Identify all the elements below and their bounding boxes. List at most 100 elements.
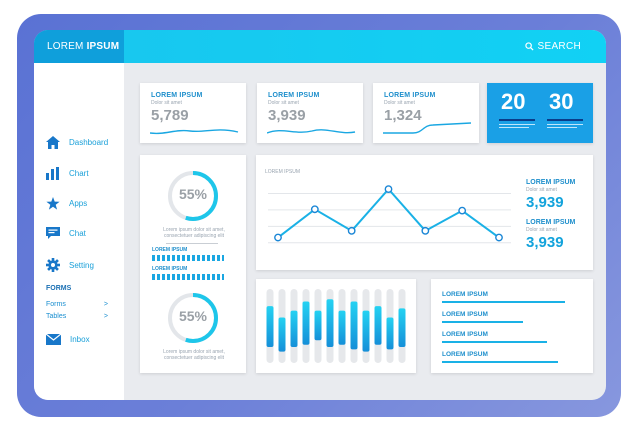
gauge-value: 55% <box>178 308 208 324</box>
line-chart <box>268 185 511 244</box>
forms-heading: FORMS <box>46 285 72 292</box>
highlight-bar <box>499 119 535 121</box>
progress-bar <box>442 361 559 363</box>
bar[interactable] <box>350 301 358 350</box>
bar-label: LOREM IPSUM <box>152 266 188 272</box>
bar[interactable] <box>374 306 382 345</box>
bar-chart-icon <box>46 167 59 180</box>
bar[interactable] <box>278 317 286 352</box>
segment-bar <box>152 274 224 280</box>
search-button[interactable]: SEARCH <box>524 30 581 63</box>
stat-value: 3,939 <box>526 234 564 251</box>
highlight-card[interactable]: 20 30 <box>487 83 593 143</box>
sidebar-item-chart[interactable]: Chart <box>46 167 89 180</box>
highlight-bar <box>547 119 583 121</box>
sidebar-item-label: Apps <box>69 199 88 208</box>
gauge-caption: Lorem ipsum dolor sit amet, consectetuer… <box>163 227 225 239</box>
sidebar-item-label: Chart <box>69 169 89 178</box>
sidebar-item-label: Chat <box>69 229 86 238</box>
progress-list-card: LOREM IPSUM LOREM IPSUM LOREM IPSUM LOREM I… <box>431 279 593 373</box>
sidebar-item-apps[interactable]: Apps <box>46 197 87 210</box>
progress-label: LOREM IPSUM <box>442 291 488 298</box>
card-title: LOREM IPSUM <box>268 92 320 99</box>
sparkline <box>150 129 239 135</box>
bar[interactable] <box>398 308 406 348</box>
brand-prefix: LOREM <box>47 41 84 52</box>
progress-bar <box>442 341 547 343</box>
bar[interactable] <box>338 310 346 345</box>
search-label: SEARCH <box>537 41 581 52</box>
sidebar: Dashboard Chart Apps Chat <box>34 63 124 400</box>
series-line <box>277 187 500 239</box>
sidebar-subitem-tables[interactable]: Tables > <box>46 313 108 320</box>
bar[interactable] <box>362 310 370 352</box>
card-value: 5,789 <box>151 107 189 124</box>
stat-card[interactable]: LOREM IPSUM Dolor sit amet 3,939 <box>257 83 363 143</box>
progress-ring <box>168 171 218 221</box>
sidebar-item-inbox[interactable]: Inbox <box>46 334 90 345</box>
bar-chart-card <box>256 279 416 373</box>
card-value: 3,939 <box>268 107 306 124</box>
chevron-right-icon: > <box>103 301 108 308</box>
bar[interactable] <box>290 310 298 348</box>
chevron-right-icon: > <box>103 313 108 320</box>
card-subtitle: Dolor sit amet <box>151 100 182 106</box>
data-point[interactable] <box>421 226 430 235</box>
highlight-number: 30 <box>549 89 574 114</box>
bar[interactable] <box>314 310 322 341</box>
highlight-number: 20 <box>501 89 526 114</box>
line-chart-card: LOREM IPSUM LOREM IPSUM Dolor sit amet 3… <box>256 155 593 270</box>
top-bar: LOREM IPSUM SEARCH <box>34 30 606 63</box>
progress-label: LOREM IPSUM <box>442 351 488 358</box>
sidebar-item-label: Setting <box>69 260 94 270</box>
card-title: LOREM IPSUM <box>384 92 436 99</box>
card-title: LOREM IPSUM <box>151 92 203 99</box>
data-point[interactable] <box>458 206 467 215</box>
dashboard-window: LOREM IPSUM SEARCH Dashboard Chart <box>34 30 606 400</box>
brand-logo[interactable]: LOREM IPSUM <box>34 30 124 63</box>
segment-bar <box>152 255 224 261</box>
card-subtitle: Dolor sit amet <box>384 100 415 106</box>
brand-strong: IPSUM <box>86 41 120 52</box>
stat-card[interactable]: LOREM IPSUM Dolor sit amet 1,324 <box>373 83 479 143</box>
stat-value: 3,939 <box>526 194 564 211</box>
card-value: 1,324 <box>384 107 422 124</box>
gauge-card: 55% Lorem ipsum dolor sit amet, consecte… <box>140 155 246 373</box>
sidebar-subitem-forms[interactable]: Forms > <box>46 301 108 308</box>
data-point[interactable] <box>347 226 356 235</box>
sparkline <box>267 129 356 134</box>
search-icon <box>524 42 534 51</box>
data-point[interactable] <box>310 205 319 214</box>
mail-icon <box>46 334 61 345</box>
progress-ring <box>168 293 218 343</box>
stat-card[interactable]: LOREM IPSUM Dolor sit amet 5,789 <box>140 83 246 143</box>
sidebar-item-chat[interactable]: Chat <box>46 227 86 240</box>
chat-bubble-icon <box>46 227 60 239</box>
data-point[interactable] <box>384 185 393 194</box>
stat-subtitle: Dolor sit amet <box>526 187 557 193</box>
bar-chart <box>266 289 406 363</box>
card-subtitle: Dolor sit amet <box>268 100 299 106</box>
sparkline <box>383 122 472 134</box>
sidebar-item-label: Dashboard <box>69 138 109 147</box>
subitem-label: Tables <box>46 313 67 320</box>
home-icon <box>46 136 60 149</box>
gauge-caption: Lorem ipsum dolor sit amet, consectetuer… <box>163 349 225 361</box>
chart-title: LOREM IPSUM <box>265 169 301 175</box>
bar[interactable] <box>326 299 334 348</box>
bar[interactable] <box>266 306 274 348</box>
bar-label: LOREM IPSUM <box>152 247 188 253</box>
sidebar-item-setting[interactable]: Setting <box>46 258 94 272</box>
data-point[interactable] <box>495 233 503 242</box>
sidebar-item-dashboard[interactable]: Dashboard <box>46 136 108 149</box>
bar[interactable] <box>302 301 310 345</box>
sidebar-item-label: Inbox <box>70 335 90 344</box>
gear-icon <box>46 258 60 272</box>
progress-bar <box>442 301 566 303</box>
data-point[interactable] <box>274 233 282 242</box>
subitem-label: Forms <box>46 301 66 308</box>
progress-label: LOREM IPSUM <box>442 311 488 318</box>
bar[interactable] <box>386 317 394 350</box>
stat-title: LOREM IPSUM <box>526 219 576 226</box>
gauge-value: 55% <box>178 186 208 202</box>
